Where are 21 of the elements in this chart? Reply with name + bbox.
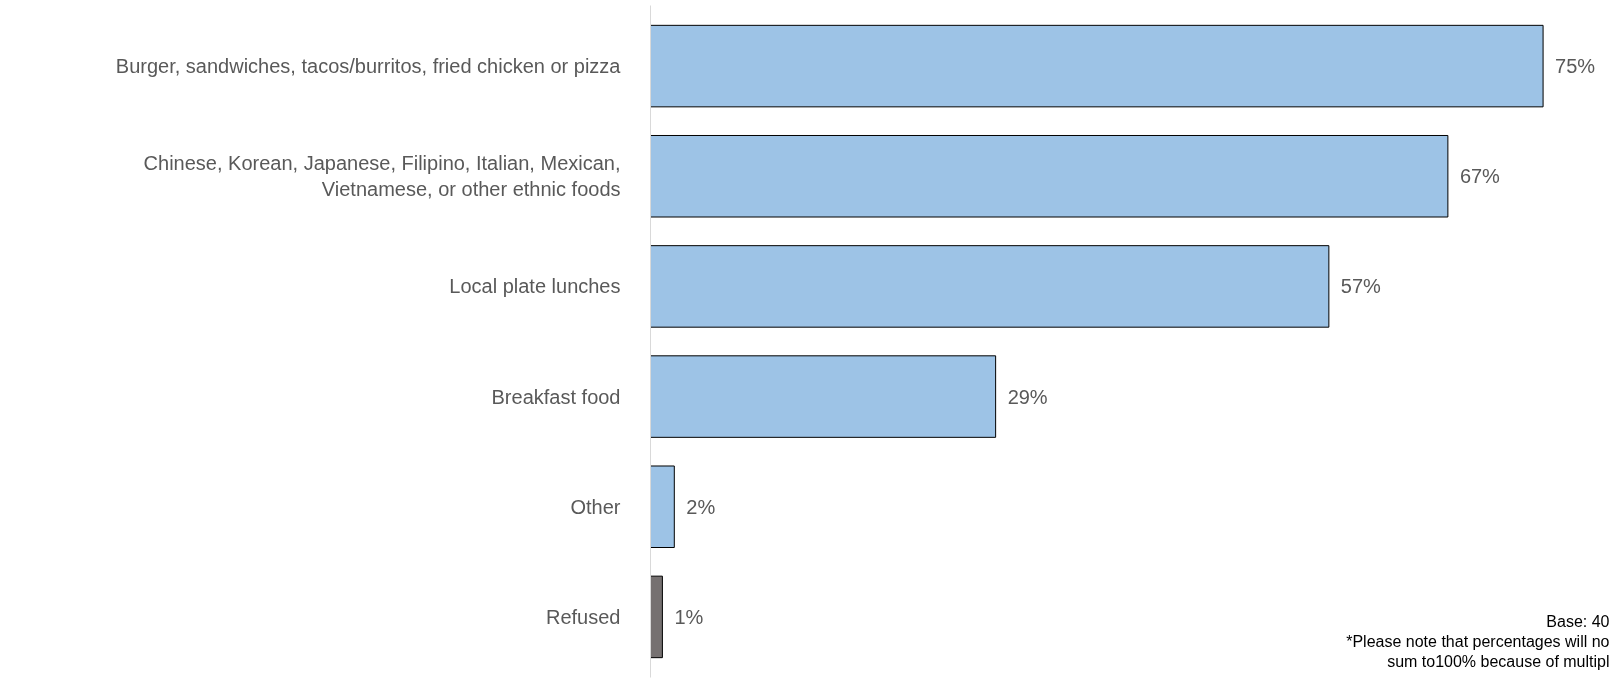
bar xyxy=(650,245,1330,328)
y-tick-label: Other xyxy=(570,495,621,518)
data-label: 2% xyxy=(686,495,716,518)
data-label: 29% xyxy=(1007,385,1048,408)
bar xyxy=(650,465,675,549)
data-label: 57% xyxy=(1340,275,1382,298)
bar xyxy=(650,24,1544,108)
y-tick-label: Local plate lunches xyxy=(449,275,621,298)
y-tick-label: Chinese, Korean, Japanese, Filipino, Italian, Mexican, Vietnamese, or other ethnic foods xyxy=(143,152,621,201)
bar xyxy=(650,134,1449,218)
data-label: 67% xyxy=(1459,165,1501,188)
y-tick-label: Breakfast food xyxy=(491,385,621,408)
data-label: 1% xyxy=(674,605,704,628)
data-label: 75% xyxy=(1555,55,1596,78)
y-tick-label: Refused xyxy=(546,605,621,628)
annotation: *Please note that percentages will no xyxy=(1346,632,1610,650)
text: Base: 40 xyxy=(1546,612,1610,630)
bar xyxy=(650,575,663,659)
bar xyxy=(650,355,997,438)
y-tick-label: Burger, sandwiches, tacos/burritos, fried chicken or pizza xyxy=(115,55,622,78)
annotation: sum to100% because of multipl xyxy=(1387,652,1610,670)
